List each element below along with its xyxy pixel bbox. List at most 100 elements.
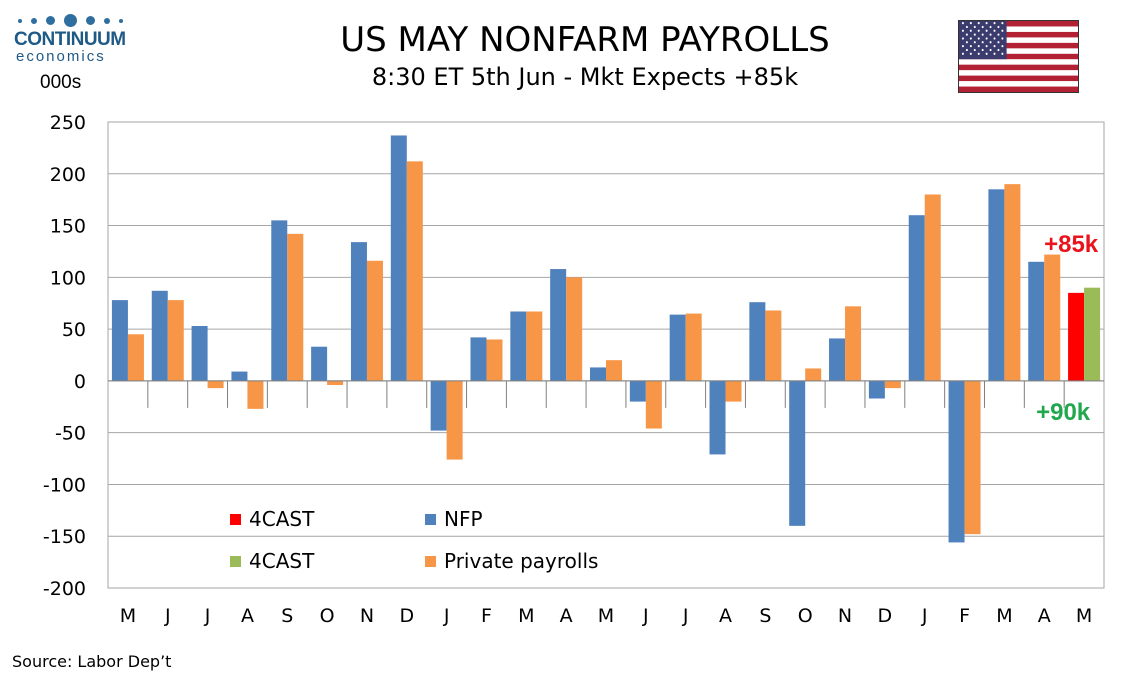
logo-dots-icon [18,14,134,27]
bar-private-payrolls [685,313,702,381]
x-tick-label: D [878,605,893,627]
bar-private-payrolls [884,380,901,389]
bar-nfp [948,380,965,543]
x-tick-label: D [399,605,414,627]
legend-label: 4CAST [249,507,315,531]
y-tick-label: -200 [43,578,86,600]
x-tick-label: A [719,605,732,627]
y-tick-label: 0 [74,371,86,393]
forecast-nfp-callout: +85k [1044,230,1099,258]
bar-private-payrolls [327,380,344,386]
bar-private-payrolls [765,310,782,381]
x-tick-label: M [996,605,1012,627]
bar-nfp [271,220,288,381]
logo-sub: economics [16,48,106,65]
bar-private-payrolls [446,380,463,460]
y-tick-label: -100 [43,474,86,496]
legend-swatch [425,513,436,525]
x-tick-label: S [759,605,771,627]
bar-nfp [350,242,367,381]
bar-nfp [749,302,766,381]
y-tick-label: 200 [50,164,86,186]
bar-nfp [669,314,686,381]
bar-nfp [550,269,567,381]
bar-private-payrolls [1044,254,1061,381]
bar-private-payrolls [287,233,304,381]
x-tick-label: J [682,605,689,627]
bar-private-payrolls [406,161,423,381]
x-tick-label: M [120,605,136,627]
bar-nfp [311,346,328,381]
bar-nfp [191,326,208,381]
bar-private-payrolls [247,380,264,409]
x-tick-label: A [560,605,573,627]
bar-private-payrolls [1004,184,1021,381]
bar-private-payrolls [207,380,224,389]
logo: CONTINUUM economics [14,14,134,65]
x-tick-label: A [1038,605,1051,627]
bar-nfp [908,215,925,381]
chart-subtitle: 8:30 ET 5th Jun - Mkt Expects +85k [371,63,799,91]
bar-nfp [1028,261,1045,381]
bar-private-payrolls [645,380,662,429]
plot-frame [107,121,1105,589]
x-tick-label: J [921,605,928,627]
bar-chart: 250 200 150 100 50 0 -50 -100 -150 -200 M J J A S O N D J F… [43,112,1105,627]
y-tick-label: -150 [43,526,86,548]
bar-private-payrolls [566,277,583,381]
forecast-private-callout: +90k [1036,398,1091,426]
bar-nfp [390,135,407,381]
bar-private-payrolls [606,360,622,381]
bar-private-payrolls [127,334,144,381]
y-tick-label: 150 [50,216,86,238]
legend-swatch [230,555,241,567]
x-tick-label: S [281,605,293,627]
bar-nfp [231,371,248,381]
legend-item-4cast-green: 4CAST [230,549,314,573]
legend-swatch [425,555,436,567]
bar-nfp [590,367,606,381]
y-tick-label: -50 [55,423,86,445]
x-tick-label: J [164,605,171,627]
x-tick-label: J [443,605,450,627]
x-tick-label: O [798,605,813,627]
x-tick-label: N [360,605,374,627]
bar-4cast-private [1084,287,1101,381]
x-tick-label: M [598,605,614,627]
x-tick-label: A [241,605,254,627]
bar-nfp [151,290,168,381]
legend-label: 4CAST [249,549,315,573]
x-tick-label: M [518,605,534,627]
logo-name: CONTINUUM [14,29,126,50]
y-axis-unit: 000s [40,72,82,93]
bar-nfp [868,380,885,399]
legend-item-private-payrolls: Private payrolls [425,549,598,573]
bar-nfp [629,380,646,402]
bar-private-payrolls [486,339,503,381]
x-tick-label: O [320,605,335,627]
bar-nfp [111,300,128,381]
legend-label: NFP [444,507,483,531]
legend-item-nfp: NFP [425,507,483,531]
bar-nfp [829,338,846,381]
bar-private-payrolls [366,260,383,381]
x-tick-label: F [481,605,492,627]
y-tick-label: 250 [50,112,86,134]
us-flag-icon [958,20,1079,93]
bar-private-payrolls [526,311,543,381]
x-tick-label: M [1076,605,1092,627]
bar-nfp [510,311,527,381]
bar-private-payrolls [725,380,742,402]
x-tick-label: J [642,605,649,627]
bar-nfp [430,380,447,431]
bar-private-payrolls [964,380,981,535]
bar-private-payrolls [845,306,862,381]
x-tick-label: J [204,605,211,627]
source-note: Source: Labor Dep’t [12,652,172,671]
bar-nfp [988,189,1005,381]
legend-item-4cast-red: 4CAST [230,507,314,531]
bar-private-payrolls [167,300,184,381]
x-tick-label: N [838,605,852,627]
bar-nfp [470,337,487,381]
bar-private-payrolls [805,368,822,381]
